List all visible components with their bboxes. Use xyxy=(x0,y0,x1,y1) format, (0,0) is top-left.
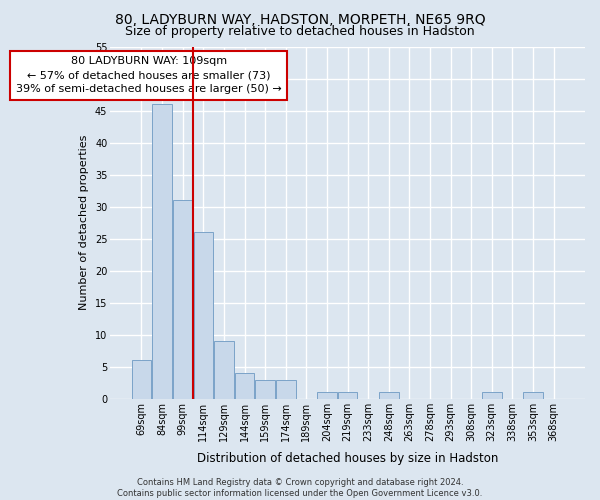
Text: 80, LADYBURN WAY, HADSTON, MORPETH, NE65 9RQ: 80, LADYBURN WAY, HADSTON, MORPETH, NE65… xyxy=(115,12,485,26)
Bar xyxy=(214,341,233,398)
Text: Contains HM Land Registry data © Crown copyright and database right 2024.
Contai: Contains HM Land Registry data © Crown c… xyxy=(118,478,482,498)
Bar xyxy=(338,392,358,398)
Bar xyxy=(482,392,502,398)
Bar xyxy=(317,392,337,398)
Bar xyxy=(173,200,193,398)
Bar xyxy=(152,104,172,399)
Bar xyxy=(523,392,543,398)
Bar xyxy=(194,232,213,398)
Text: 80 LADYBURN WAY: 109sqm
← 57% of detached houses are smaller (73)
39% of semi-de: 80 LADYBURN WAY: 109sqm ← 57% of detache… xyxy=(16,56,281,94)
Bar xyxy=(379,392,398,398)
X-axis label: Distribution of detached houses by size in Hadston: Distribution of detached houses by size … xyxy=(197,452,498,465)
Bar xyxy=(256,380,275,398)
Text: Size of property relative to detached houses in Hadston: Size of property relative to detached ho… xyxy=(125,25,475,38)
Bar xyxy=(235,373,254,398)
Bar xyxy=(276,380,296,398)
Y-axis label: Number of detached properties: Number of detached properties xyxy=(79,135,89,310)
Bar xyxy=(131,360,151,399)
